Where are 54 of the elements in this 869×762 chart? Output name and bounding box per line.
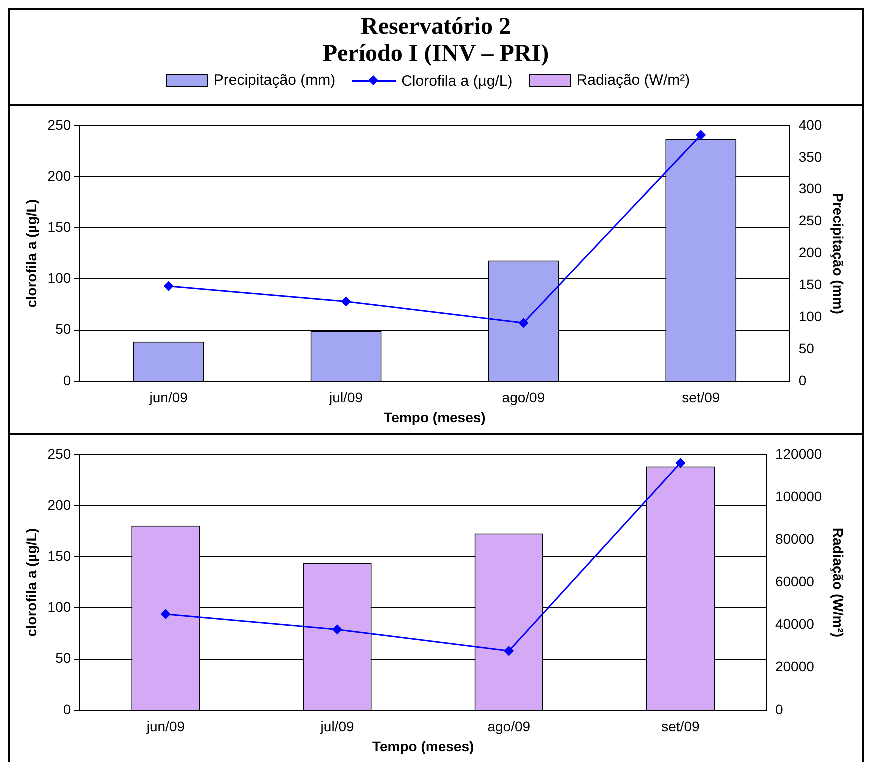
point: [332, 624, 342, 634]
point: [164, 282, 174, 292]
y-tick-label: 50: [56, 650, 72, 666]
y-tick-label: 200: [48, 496, 72, 513]
x-axis-title: Tempo (meses): [384, 409, 486, 426]
x-axis-title: Tempo (meses): [372, 738, 474, 754]
y-tick-label: 150: [48, 219, 72, 236]
x-tick-label: jul/09: [328, 390, 364, 406]
y2-tick-label: 400: [798, 116, 822, 133]
y-tick-label: 0: [63, 701, 72, 718]
y-axis-title: clorofila a (µg/L): [23, 199, 40, 308]
y2-tick-label: 120000: [775, 446, 822, 462]
y-tick-label: 250: [48, 116, 72, 133]
y2-tick-label: 150: [798, 276, 822, 292]
y2-axis-title: Radiação (W/m²): [830, 528, 847, 638]
x-tick-label: set/09: [682, 390, 720, 406]
y2-axis-title: Precipitação (mm): [830, 193, 847, 314]
x-tick-label: set/09: [662, 718, 700, 735]
y-tick-label: 200: [48, 168, 72, 184]
y2-tick-label: 0: [775, 701, 784, 718]
point: [676, 458, 686, 468]
y-tick-label: 100: [48, 599, 72, 616]
legend-label: Radiação (W/m²): [576, 72, 690, 89]
y2-tick-label: 100000: [775, 488, 822, 504]
y2-tick-label: 350: [798, 148, 822, 165]
y2-tick-label: 200: [798, 244, 822, 261]
x-tick-label: jun/09: [148, 390, 188, 406]
legend-label: Clorofila a (µg/L): [402, 72, 513, 90]
point: [518, 318, 528, 328]
y-tick-label: 50: [56, 321, 72, 338]
point: [342, 296, 352, 306]
y2-tick-label: 100: [798, 308, 822, 324]
y-tick-label: 150: [48, 548, 72, 564]
y2-tick-label: 250: [798, 212, 822, 229]
x-tick-label: jun/09: [146, 718, 186, 735]
y2-tick-label: 50: [798, 340, 815, 356]
point: [696, 130, 706, 140]
legend-label: Precipitação (mm): [214, 72, 336, 89]
y2-tick-label: 0: [798, 372, 807, 388]
y-tick-label: 100: [48, 270, 72, 286]
y-tick-label: 250: [48, 446, 72, 462]
y2-tick-label: 300: [798, 180, 822, 197]
y2-tick-label: 80000: [775, 530, 815, 547]
point: [161, 610, 171, 620]
y2-tick-label: 20000: [775, 658, 815, 675]
x-tick-label: jul/09: [320, 718, 354, 735]
x-tick-label: ago/09: [502, 390, 546, 406]
chart-title: Reservatório 2 Período I (INV – PRI): [322, 14, 550, 68]
point: [504, 646, 514, 656]
y-tick-label: 0: [63, 372, 72, 388]
y2-tick-label: 60000: [775, 574, 815, 590]
y2-tick-label: 40000: [775, 616, 815, 632]
x-tick-label: ago/09: [488, 718, 531, 735]
y-axis-title: clorofila a (µg/L): [23, 528, 40, 637]
